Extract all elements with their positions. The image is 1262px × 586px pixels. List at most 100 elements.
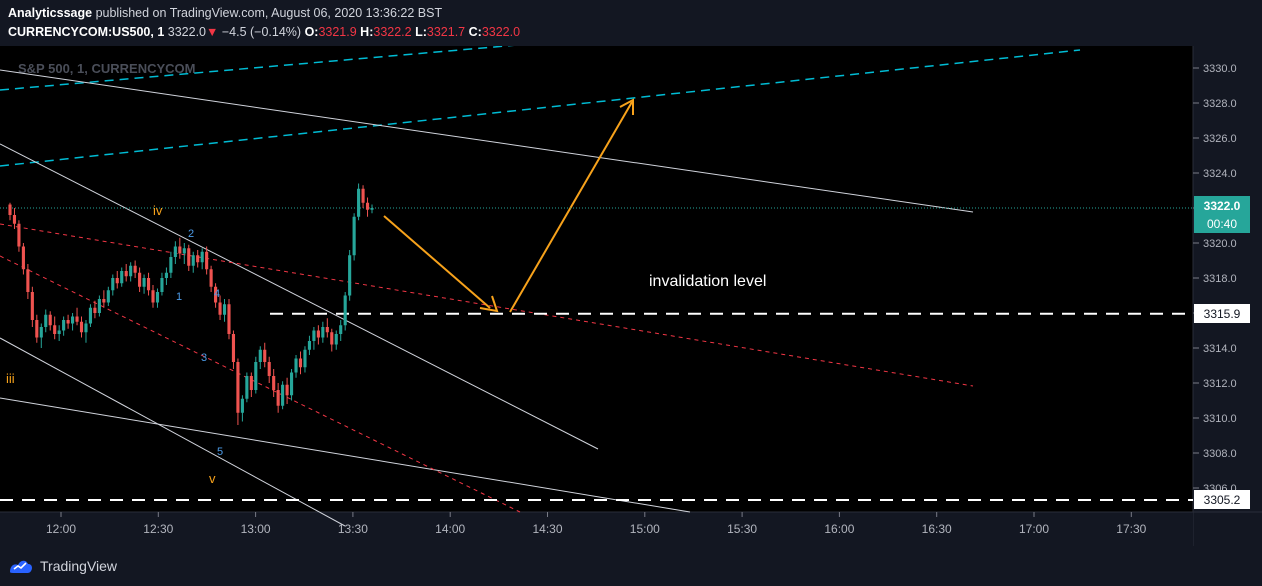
candle-body — [160, 278, 164, 292]
red-dashed-lower-line[interactable] — [0, 255, 521, 513]
down-arrow-head — [479, 295, 499, 313]
high-label: H: — [360, 25, 374, 39]
candle — [75, 307, 79, 326]
candle — [249, 372, 253, 397]
candle-body — [227, 304, 231, 334]
candle-body — [57, 330, 61, 334]
x-tick-label: 12:00 — [46, 522, 76, 536]
wave-label-5: 5 — [217, 446, 223, 458]
x-tick-label: 16:30 — [922, 522, 952, 536]
candle-body — [102, 299, 106, 303]
publish-info: Analyticssage published on TradingView.c… — [8, 6, 442, 20]
symbol-name[interactable]: CURRENCYCOM:US500, 1 — [8, 25, 165, 39]
candle — [173, 241, 177, 264]
candle — [285, 377, 289, 404]
x-tick-label: 15:00 — [630, 522, 660, 536]
y-tick-label: 3330.0 — [1203, 63, 1237, 75]
candle-body — [316, 330, 320, 338]
candle-body — [187, 248, 191, 266]
x-tick-label: 17:00 — [1019, 522, 1049, 536]
support-line[interactable] — [0, 397, 691, 513]
candle-body — [178, 246, 182, 254]
candle — [66, 314, 70, 329]
candle-body — [12, 215, 17, 224]
candle — [227, 299, 231, 340]
candle — [187, 244, 191, 271]
candle — [106, 286, 110, 306]
candle-body — [249, 376, 253, 390]
candle — [325, 318, 329, 338]
candle — [30, 286, 34, 327]
wave-labels: iii iv v 1 2 3 4 5 — [6, 203, 223, 486]
up-arrow-shaft[interactable] — [509, 101, 633, 313]
candle — [339, 320, 343, 341]
candle-body — [298, 358, 303, 368]
publisher-name[interactable]: Analyticssage — [8, 6, 93, 20]
symbol-info: CURRENCYCOM:US500, 1 3322.0▼ −4.5 (−0.14… — [8, 25, 520, 39]
candle-body — [151, 290, 155, 303]
candle-body — [272, 376, 276, 390]
tradingview-logo[interactable]: TradingView — [8, 556, 117, 576]
candle-body — [263, 349, 267, 362]
y-tick-label: 3318.0 — [1203, 273, 1237, 285]
candle — [138, 267, 142, 292]
candle-body — [365, 202, 370, 210]
candle-body — [39, 327, 43, 338]
candle-body — [53, 325, 57, 334]
price-axis[interactable]: 3330.03328.03326.03324.03322.03320.03318… — [1193, 63, 1237, 495]
low-label: L: — [415, 25, 427, 39]
wave-label-2: 2 — [188, 228, 194, 240]
candle-body — [258, 349, 262, 362]
candle-body — [71, 316, 75, 324]
candle-body — [173, 246, 177, 257]
candle-body — [35, 320, 39, 338]
candle-body — [84, 323, 88, 333]
candle — [169, 251, 173, 278]
chart-header: Analyticssage published on TradingView.c… — [0, 0, 1262, 46]
descending-channel-upper-line[interactable] — [0, 143, 599, 450]
price-chart[interactable]: S&P 500, 1, CURRENCYCOM 3330.0 3328.0 3326… — [0, 0, 1262, 546]
candle — [79, 316, 84, 338]
candle-body — [343, 295, 347, 326]
candle — [343, 292, 347, 331]
high-value: 3322.2 — [373, 25, 412, 39]
candle-body — [357, 188, 361, 217]
candle — [178, 237, 182, 259]
candle — [352, 213, 356, 261]
candle — [8, 202, 12, 221]
last-price-tag-bg — [1194, 196, 1250, 233]
candle-body — [370, 208, 374, 210]
x-tick-label: 17:30 — [1116, 522, 1146, 536]
candle-body — [222, 304, 227, 315]
candle — [281, 381, 285, 410]
invalidation-level-label: invalidation level — [649, 273, 766, 290]
candle-body — [254, 362, 258, 390]
candle-body — [361, 188, 365, 203]
down-arrow-shaft[interactable] — [383, 215, 491, 309]
open-label: O: — [304, 25, 319, 39]
candle — [151, 285, 155, 308]
candle — [205, 246, 209, 275]
y-tick-label: 3314.0 — [1203, 343, 1237, 355]
candle-body — [285, 384, 289, 396]
candles — [8, 183, 374, 425]
chart-watermark: S&P 500, 1, CURRENCYCOM — [18, 61, 195, 76]
candle-body — [66, 320, 70, 324]
time-axis[interactable]: 12:00 12:30 13:00 13:30 14:00 14:30 15:00 15:30… — [46, 512, 1147, 536]
candle — [146, 272, 151, 296]
candle — [365, 197, 370, 217]
descending-resistance-line[interactable] — [0, 69, 974, 213]
candle-body — [75, 316, 79, 322]
candle-body — [164, 272, 168, 278]
drawings — [0, 0, 1193, 527]
candle — [120, 267, 124, 287]
descending-channel-lower-line[interactable] — [0, 337, 346, 527]
candle — [276, 383, 280, 413]
candle — [240, 395, 244, 422]
cyan-channel-lower-line[interactable] — [0, 49, 1081, 167]
published-text: published on TradingView.com, August 06,… — [95, 6, 443, 20]
y-tick-label: 3312.0 — [1203, 378, 1237, 390]
candle-body — [200, 251, 204, 263]
level-tag-3315-9: 3315.9 — [1204, 307, 1241, 321]
